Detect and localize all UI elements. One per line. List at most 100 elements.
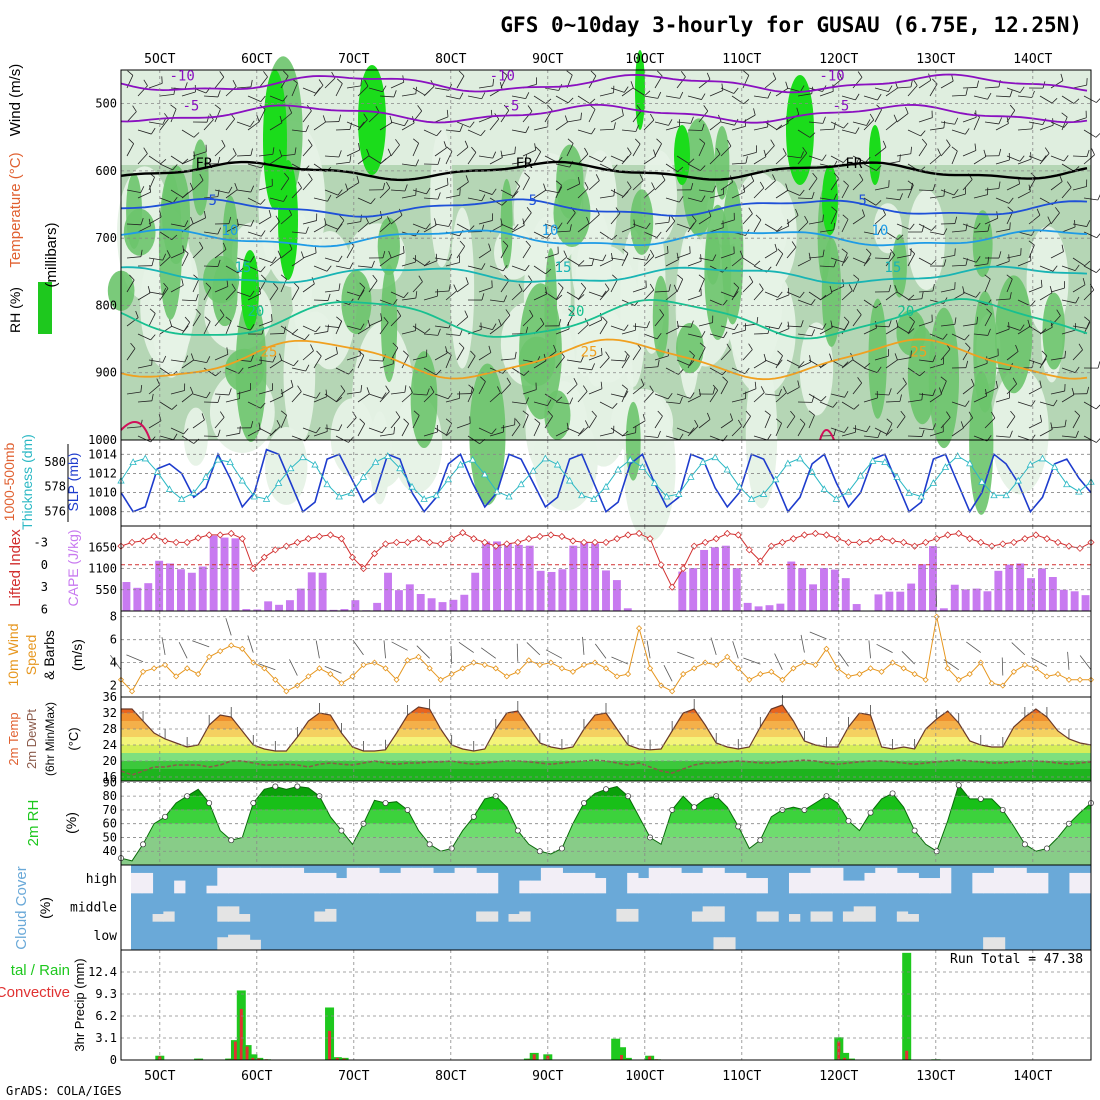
wind-barb xyxy=(280,154,295,157)
wind-barb xyxy=(324,325,339,328)
wind-barb xyxy=(258,185,273,191)
rh-point xyxy=(514,827,521,834)
wind-barb-flag xyxy=(772,72,777,80)
thickness-point xyxy=(662,492,671,500)
cape-bar xyxy=(580,541,589,611)
cloud-fill-high xyxy=(648,867,661,894)
lifted-index-point xyxy=(404,538,412,546)
wind-barb-flag xyxy=(877,430,881,438)
cloud-fill-high xyxy=(875,867,887,894)
wind-barb-flag xyxy=(866,425,871,432)
wind-barb xyxy=(753,219,762,233)
wind-barb xyxy=(1050,212,1060,225)
wind-barb-flag xyxy=(424,328,431,334)
wind-barb xyxy=(357,326,371,335)
wind-barb xyxy=(379,95,394,98)
wind-barb-flag xyxy=(366,148,370,156)
cloud-fill-middle xyxy=(767,911,779,922)
wind-barb-flag xyxy=(393,426,396,434)
pressure-tick-label: 600 xyxy=(95,164,117,178)
wind10-barb xyxy=(1001,657,1004,676)
wind-barb xyxy=(137,435,151,443)
wind-barb xyxy=(148,291,163,295)
wind-barb-flag xyxy=(199,173,204,181)
wind-barb xyxy=(159,435,174,441)
contour-label: 20 xyxy=(568,304,585,320)
wind10-barb xyxy=(677,651,695,659)
lifted-index-point xyxy=(525,535,533,543)
lifted-index-point xyxy=(933,535,941,543)
wind-barb xyxy=(852,382,863,395)
wind-barb-flag xyxy=(151,258,155,266)
cloud-fill-high xyxy=(810,867,822,894)
wind-barb-flag xyxy=(481,263,486,270)
wind-barb xyxy=(764,250,778,259)
wind-barb-flag xyxy=(437,192,441,200)
wind-barb xyxy=(951,401,966,407)
wind10-barb xyxy=(594,643,607,659)
wind-barb xyxy=(676,279,684,293)
wind-barb xyxy=(247,363,262,369)
wind-barb xyxy=(137,153,148,165)
wind-barb-flag xyxy=(250,79,253,87)
wind-barb xyxy=(456,181,469,191)
wind-barb xyxy=(1039,95,1053,104)
wind10-point xyxy=(647,665,654,672)
lifted-index-tick-label: -3 xyxy=(34,535,48,549)
wind-barb xyxy=(588,319,602,327)
rh-tick-label: 50 xyxy=(103,830,117,844)
rh-point xyxy=(845,817,852,824)
wind-barb-flag xyxy=(387,148,392,156)
wind-barb-flag xyxy=(679,195,684,203)
cloud-fill-middle xyxy=(907,914,919,922)
wind-barb xyxy=(445,194,460,199)
wind-barb xyxy=(984,278,991,293)
wind-barb xyxy=(599,128,615,131)
cloud-fill-low xyxy=(238,934,251,950)
wind-barb xyxy=(401,355,409,369)
wind-barb xyxy=(731,125,746,131)
wind-barb-flag xyxy=(595,174,600,181)
precip-convective-bar xyxy=(251,1057,255,1060)
rh-dry-area xyxy=(283,304,316,444)
wind-barb xyxy=(368,280,378,293)
wind-barb-flag xyxy=(770,139,775,146)
wind-barb xyxy=(126,223,141,226)
wind-barb xyxy=(665,401,680,404)
wind-barb-flag xyxy=(690,182,694,190)
wind-barb-flag xyxy=(661,173,666,181)
wind-barb xyxy=(819,229,834,233)
wind-barb-flag xyxy=(651,182,655,189)
wind-barb xyxy=(984,387,998,395)
wind-label-line2: Speed xyxy=(23,635,39,675)
cape-bar xyxy=(198,566,207,611)
temp-label-units: (°C) xyxy=(66,727,81,750)
wind-barb-flag xyxy=(163,282,169,289)
wind-barb-flag xyxy=(214,104,221,110)
wind-barb xyxy=(852,359,865,369)
time-tick-bottom: 14OCT xyxy=(1013,1069,1052,1084)
time-tick-top: 10OCT xyxy=(625,52,664,67)
wind-barb-flag xyxy=(458,342,465,349)
wind-barb xyxy=(511,424,521,437)
wind-barb-flag xyxy=(622,248,629,254)
wind-barb-flag xyxy=(305,226,309,234)
wind-barb xyxy=(137,85,148,97)
wind10-point xyxy=(768,668,775,675)
wind-barb-flag xyxy=(965,342,971,349)
wind-barb-flag xyxy=(855,127,860,134)
wind-barb xyxy=(1028,421,1042,429)
wind-barb xyxy=(313,265,328,272)
wind-barb xyxy=(533,231,547,239)
contour-label: 10 xyxy=(542,223,559,239)
wind-barb xyxy=(918,189,934,192)
cloud-fill-high xyxy=(842,880,855,894)
wind-barb-flag xyxy=(336,316,342,322)
wind-barb-flag xyxy=(808,252,811,260)
wind-barb xyxy=(665,220,676,233)
wind-barb xyxy=(236,121,251,127)
wind-barb xyxy=(192,279,200,293)
wind-barb-flag xyxy=(1084,316,1090,322)
wind-barb xyxy=(445,398,460,403)
wind-barb xyxy=(500,358,515,361)
